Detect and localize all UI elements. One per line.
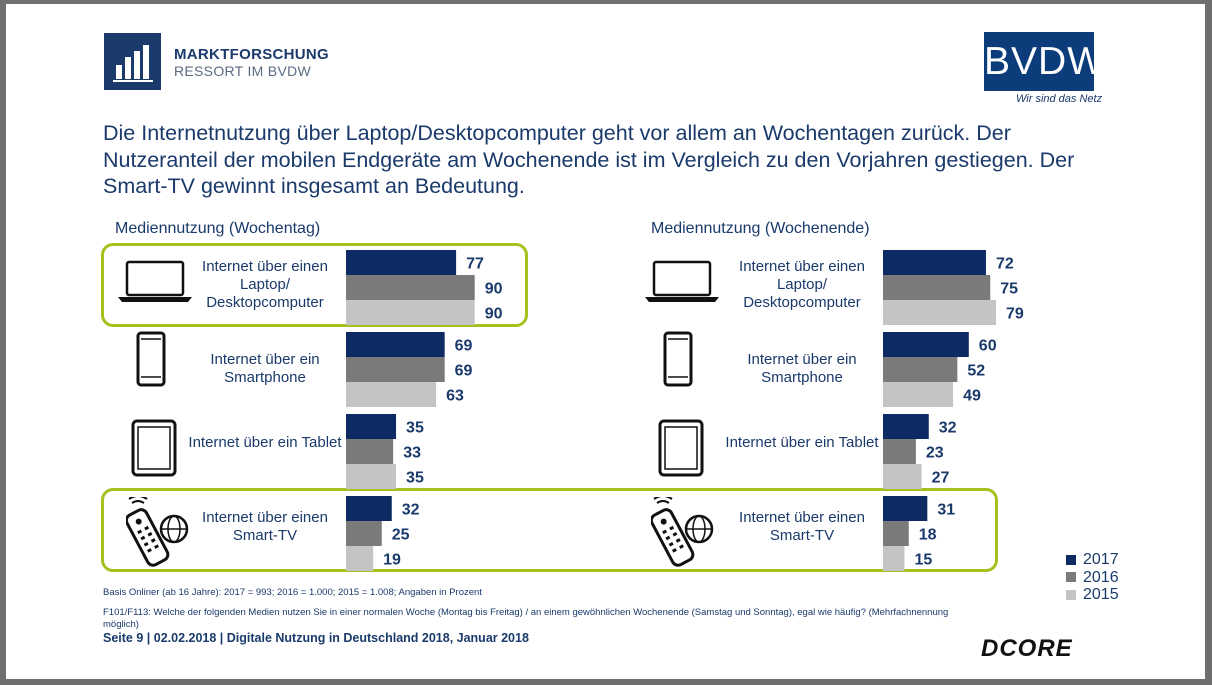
data-label-wochenende-2016-cat1: 52: [967, 363, 985, 380]
data-label-wochenende-2017-cat0: 72: [996, 256, 1014, 273]
highlight-frame-laptop-wochentag: [101, 243, 528, 327]
laptop-icon: [118, 260, 192, 302]
bar-wochentag-2015-cat3: [346, 546, 374, 571]
legend-label-2016: 2016: [1083, 568, 1119, 586]
headline: Die Internetnutzung über Laptop/Desktopc…: [103, 121, 1075, 198]
data-label-wochentag-2016-cat3: 25: [392, 527, 410, 544]
data-label-wochentag-2015-cat2: 35: [406, 470, 424, 487]
data-label-wochenende-2016-cat3: 18: [919, 527, 937, 544]
bar-wochenende-2016-cat1: [883, 357, 958, 382]
logo-title: MARKTFORSCHUNG: [174, 46, 330, 63]
bar-wochenende-2016-cat3: [883, 521, 909, 546]
data-label-wochenende-2015-cat1: 49: [963, 388, 981, 405]
marktforschung-logo-icon: [104, 33, 161, 90]
bar-wochenende-2015-cat3: [883, 546, 905, 571]
label-wochentag-tablet: Internet über ein Tablet: [188, 434, 342, 451]
footnote-basis: Basis Onliner (ab 16 Jahre): 2017 = 993;…: [103, 587, 482, 598]
smartphone-icon: [136, 331, 166, 387]
bar-wochentag-2016-cat2: [346, 439, 394, 464]
data-label-wochenende-2015-cat0: 79: [1006, 306, 1024, 323]
legend-label-2015: 2015: [1083, 586, 1119, 603]
legend-item-2016: 2016: [1066, 569, 1119, 587]
data-label-wochenende-2015-cat3: 15: [914, 552, 932, 569]
bar-wochenende-2017-cat2: [883, 414, 929, 439]
bar-wochentag-2017-cat2: [346, 414, 397, 439]
label-wochenende-laptop: Internet über einen Laptop/ Desktopcompu…: [739, 258, 865, 311]
data-label-wochenende-2017-cat3: 31: [937, 502, 955, 519]
data-label-wochenende-2017-cat1: 60: [979, 338, 997, 355]
data-label-wochentag-2016-cat2: 33: [403, 445, 421, 462]
label-wochenende-tablet: Internet über ein Tablet: [725, 434, 879, 451]
laptop-icon: [645, 260, 719, 302]
bar-wochenende-2015-cat0: [883, 300, 996, 325]
data-label-wochentag-2017-cat0: 77: [466, 256, 484, 273]
bar-wochentag-2015-cat1: [346, 382, 437, 407]
bvdw-logo: BVDW: [984, 32, 1104, 91]
bar-wochentag-2017-cat0: [346, 250, 457, 275]
legend-item-2015: 2015: [1066, 586, 1119, 604]
bar-wochenende-2015-cat1: [883, 382, 954, 407]
smart-tv-remote-icon: [651, 497, 714, 567]
bar-wochentag-2016-cat3: [346, 521, 382, 546]
legend-item-2017: 2017: [1066, 551, 1119, 569]
footer: Seite 9 | 02.02.2018 | Digitale Nutzung …: [103, 631, 529, 645]
legend-swatch-2016: [1066, 572, 1076, 583]
data-label-wochenende-2016-cat0: 75: [1000, 281, 1018, 298]
bar-wochenende-2015-cat2: [883, 464, 922, 489]
legend-label-2017: 2017: [1083, 551, 1119, 568]
data-label-wochentag-2015-cat1: 63: [446, 388, 464, 405]
bar-wochenende-2017-cat3: [883, 496, 928, 521]
slide: MARKTFORSCHUNG RESSORT IM BVDW BVDW Wir …: [6, 4, 1205, 679]
bar-wochentag-2016-cat0: [346, 275, 475, 300]
highlight-frame-smart-tv: [101, 488, 998, 572]
data-label-wochentag-2017-cat3: 32: [402, 502, 420, 519]
bar-wochentag-2015-cat2: [346, 464, 397, 489]
chart-wochentag: 77 69 35 32 90 69 33 25 90 63 35 19: [346, 250, 503, 571]
legend: 2017 2016 2015: [1066, 551, 1119, 604]
bar-wochentag-2016-cat1: [346, 357, 445, 382]
label-wochenende-smart-tv: Internet über einen Smart-TV: [739, 509, 865, 544]
bar-wochenende-2017-cat0: [883, 250, 986, 275]
chart-title-wochenende: Mediennutzung (Wochenende): [651, 220, 870, 237]
bvdw-tagline: Wir sind das Netz: [1016, 93, 1103, 105]
label-wochentag-smartphone: Internet über ein Smartphone: [210, 351, 320, 386]
data-label-wochenende-2015-cat2: 27: [932, 470, 950, 487]
legend-swatch-2015: [1066, 589, 1076, 600]
smartphone-icon: [663, 331, 693, 387]
data-label-wochentag-2015-cat3: 19: [383, 552, 401, 569]
bar-wochentag-2017-cat1: [346, 332, 445, 357]
legend-swatch-2017: [1066, 554, 1076, 565]
tablet-icon: [131, 419, 177, 477]
data-label-wochentag-2017-cat2: 35: [406, 420, 424, 437]
label-wochentag-laptop: Internet über einen Laptop/ Desktopcompu…: [202, 258, 328, 311]
bar-wochentag-2015-cat0: [346, 300, 475, 325]
chart-wochenende: 72 60 32 31 75 52 23 18 79 49 27 15: [883, 250, 1024, 571]
bar-wochentag-2017-cat3: [346, 496, 392, 521]
bar-wochenende-2017-cat1: [883, 332, 969, 357]
bar-wochenende-2016-cat0: [883, 275, 991, 300]
footnote-question: F101/F113: Welche der folgenden Medien n…: [103, 607, 949, 630]
label-wochenende-smartphone: Internet über ein Smartphone: [747, 351, 857, 386]
smart-tv-remote-icon: [126, 497, 189, 567]
label-wochentag-smart-tv: Internet über einen Smart-TV: [202, 509, 328, 544]
tablet-icon: [658, 419, 704, 477]
data-label-wochenende-2017-cat2: 32: [939, 420, 957, 437]
dcore-logo: DCORE: [981, 635, 1073, 662]
data-label-wochentag-2017-cat1: 69: [455, 338, 473, 355]
data-label-wochentag-2015-cat0: 90: [485, 306, 503, 323]
data-label-wochenende-2016-cat2: 23: [926, 445, 944, 462]
data-label-wochentag-2016-cat1: 69: [455, 363, 473, 380]
chart-title-wochentag: Mediennutzung (Wochentag): [115, 220, 321, 237]
bar-wochenende-2016-cat2: [883, 439, 916, 464]
logo-subtitle: RESSORT IM BVDW: [174, 63, 312, 79]
data-label-wochentag-2016-cat0: 90: [485, 281, 503, 298]
